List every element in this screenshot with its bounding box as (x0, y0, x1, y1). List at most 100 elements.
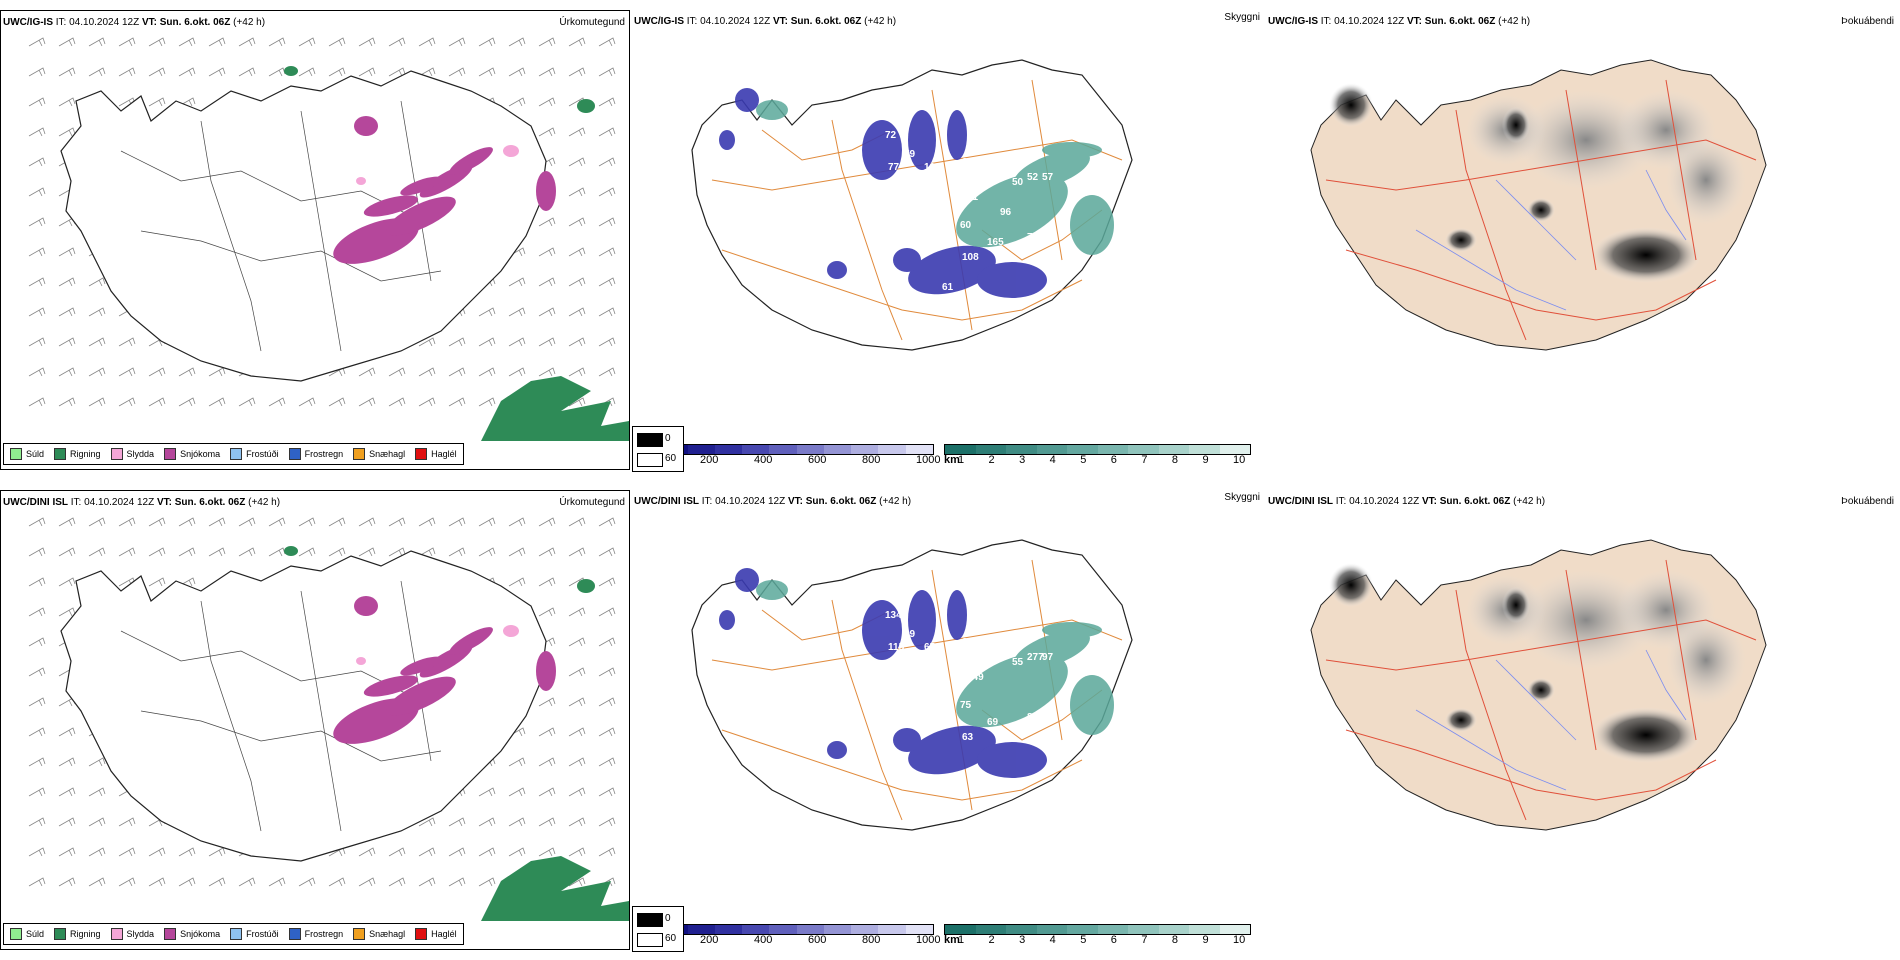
rain-areas (284, 546, 629, 921)
wind-barb (568, 847, 586, 857)
wind-barb (58, 277, 76, 287)
wind-barb (28, 517, 46, 527)
wind-barb (58, 67, 76, 77)
colorbar-tick-label: 400 (754, 934, 773, 946)
wind-barb (418, 817, 436, 827)
colorbar-segment (1067, 925, 1098, 934)
panel-right-title: Þokuábendi (1841, 496, 1894, 507)
colorbar-segment (1219, 925, 1250, 934)
wind-barb (568, 667, 586, 677)
precip-legend-swatch (164, 448, 177, 460)
wind-barb (298, 547, 316, 557)
visibility-value-label: 228 (932, 714, 949, 725)
colorbar-segment (687, 925, 715, 934)
precip-legend-swatch (110, 448, 123, 460)
lead-time: (+42 h) (879, 496, 912, 507)
wind-barb (268, 67, 286, 77)
model-name: UWC/IG-IS (634, 16, 684, 27)
wind-barb (178, 397, 196, 407)
precip-legend-item: Rigning (54, 928, 101, 940)
precip-legend-label: Rigning (70, 929, 101, 939)
precip-legend-swatch (288, 928, 301, 940)
wind-barb (268, 37, 286, 47)
wind-barb (178, 547, 196, 557)
wind-barb (448, 847, 466, 857)
colorbar-tick-label: 400 (754, 454, 773, 466)
visibility-value-label: 74 (822, 692, 834, 703)
wind-barb (448, 337, 466, 347)
wind-barb (568, 187, 586, 197)
wind-barb (58, 127, 76, 137)
forecast-row: UWC/DINI ISL IT: 04.10.2024 12Z VT: Sun.… (0, 490, 1900, 960)
colorbar-tick-label: 7 (1141, 454, 1148, 466)
wind-barb (568, 547, 586, 557)
wind-barb (478, 307, 496, 317)
wind-barb (568, 637, 586, 647)
fog-legend-swatch-high (637, 933, 663, 947)
rivers (1415, 169, 1687, 311)
visibility-value-label: 57 (1042, 172, 1054, 183)
precip-type-map (28, 37, 629, 441)
colorbar-segment (796, 445, 824, 454)
wind-barb (568, 877, 586, 887)
colorbar-segment (742, 445, 770, 454)
wind-barb (58, 307, 76, 317)
wind-barb (508, 757, 526, 767)
wind-barb (208, 367, 226, 377)
colorbar-tick-label: 200 (700, 454, 719, 466)
colorbar-segment (742, 925, 770, 934)
wind-barb (28, 127, 46, 137)
precip-legend-swatch (10, 448, 22, 460)
wind-barb (538, 127, 556, 137)
fog-index-legend: 0 60 (632, 426, 684, 472)
wind-barb (58, 817, 76, 827)
precip-legend-item: Súld (10, 928, 44, 940)
wind-barb (538, 337, 556, 347)
wind-barb (448, 877, 466, 887)
wind-barb (478, 877, 496, 887)
wind-barb (478, 787, 496, 797)
wind-barb (598, 337, 616, 347)
wind-barb (208, 847, 226, 857)
wind-barb (508, 817, 526, 827)
roads (1325, 79, 1757, 341)
wind-barb (238, 517, 256, 527)
wind-barb (538, 97, 556, 107)
valid-time: Sun. 6.okt. 06Z (805, 496, 877, 507)
wind-barb (598, 97, 616, 107)
precip-legend-item: Snæhagl (353, 448, 405, 460)
wind-barb (268, 547, 286, 557)
wind-barb (28, 337, 46, 347)
colorbar-segment (769, 925, 797, 934)
wind-barb (328, 517, 346, 527)
precip-legend-label: Slydda (126, 449, 155, 459)
lead-time: (+42 h) (1498, 16, 1531, 27)
init-time: IT: 04.10.2024 12Z (701, 496, 786, 507)
wind-barb (598, 247, 616, 257)
wind-barb (598, 847, 616, 857)
wind-barb (298, 397, 316, 407)
wind-barb (118, 847, 136, 857)
wind-barb (118, 367, 136, 377)
precip-type-panel: UWC/IG-IS IT: 04.10.2024 12Z VT: Sun. 6.… (0, 10, 630, 470)
wind-barb (478, 547, 496, 557)
colorbar-segment (975, 445, 1006, 454)
wind-barb (148, 67, 166, 77)
visibility-panel: UWC/IG-IS IT: 04.10.2024 12Z VT: Sun. 6.… (632, 10, 1264, 470)
colorbar-unit: km (944, 454, 960, 466)
colorbar-tick-label: 10 (1233, 454, 1246, 466)
precip-legend-swatch (415, 928, 428, 940)
visibility-value-label: 91 (967, 192, 979, 203)
wind-barb (88, 367, 106, 377)
model-name: UWC/IG-IS (3, 17, 53, 28)
wind-barb (28, 667, 46, 677)
visibility-value-label: 69 (987, 717, 999, 728)
wind-barb (28, 697, 46, 707)
wind-barb (118, 517, 136, 527)
fog-legend-label-low: 0 (665, 433, 671, 444)
colorbar-segment (878, 925, 906, 934)
wind-barb (478, 37, 496, 47)
wind-barb (28, 277, 46, 287)
colorbar-tick-label: 800 (862, 934, 881, 946)
